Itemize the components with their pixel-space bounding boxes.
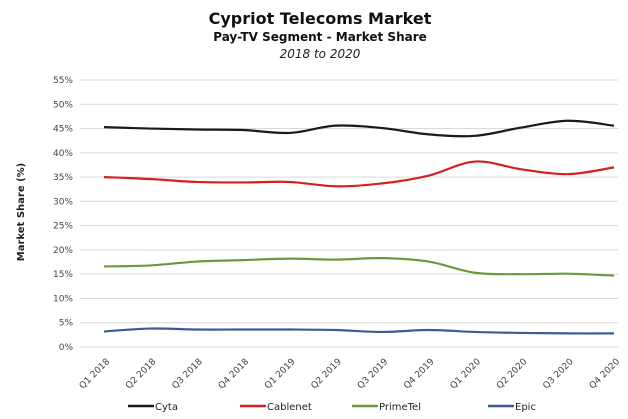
y-axis-ticks: 0% 5% 10% 15% 20% 25% 30% 35% 40% 45% 50% 55% (53, 76, 73, 353)
series-line-primetel (103, 257, 615, 277)
y-axis-label: Market Share (%) (16, 163, 27, 261)
series-line-cyta (103, 119, 615, 138)
legend-label-cablenet: Cablenet (267, 402, 312, 413)
y-tick-label: 30% (53, 197, 73, 207)
legend-label-cyta: Cyta (155, 402, 178, 413)
chart-period: 2018 to 2020 (280, 47, 361, 61)
x-tick-label: Q4 2019 (402, 357, 437, 392)
x-tick-label: Q4 2018 (217, 357, 252, 392)
gridlines (80, 79, 618, 348)
y-tick-label: 20% (53, 246, 73, 256)
y-tick-label: 55% (53, 76, 73, 86)
x-tick-label: Q1 2020 (449, 357, 484, 392)
legend-label-epic: Epic (515, 402, 536, 413)
chart-title: Cypriot Telecoms Market (209, 9, 432, 28)
y-tick-label: 50% (53, 100, 73, 110)
x-tick-label: Q3 2019 (356, 357, 391, 392)
chart-subtitle: Pay-TV Segment - Market Share (213, 30, 427, 44)
x-tick-label: Q2 2019 (310, 357, 345, 392)
legend: Cyta Cablenet PrimeTel Epic (128, 402, 536, 413)
y-tick-label: 35% (53, 173, 73, 183)
y-tick-label: 45% (53, 125, 73, 135)
y-tick-label: 0% (59, 343, 74, 353)
x-axis-ticks: Q1 2018 Q2 2018 Q3 2018 Q4 2018 Q1 2019 Q2 20… (78, 357, 623, 392)
x-tick-label: Q1 2019 (263, 357, 298, 392)
x-tick-label: Q3 2020 (541, 357, 576, 392)
series-line-cablenet (103, 160, 615, 188)
x-tick-label: Q2 2020 (495, 357, 530, 392)
series-lines (103, 119, 615, 335)
x-tick-label: Q2 2018 (124, 357, 159, 392)
y-tick-label: 15% (53, 270, 73, 280)
x-tick-label: Q3 2018 (170, 357, 205, 392)
y-tick-label: 5% (59, 319, 74, 329)
legend-label-primetel: PrimeTel (379, 402, 421, 413)
x-tick-label: Q4 2020 (588, 357, 623, 392)
series-line-epic (103, 327, 615, 335)
y-tick-label: 25% (53, 222, 73, 232)
y-tick-label: 40% (53, 149, 73, 159)
y-tick-label: 10% (53, 294, 73, 304)
x-tick-label: Q1 2018 (78, 357, 113, 392)
